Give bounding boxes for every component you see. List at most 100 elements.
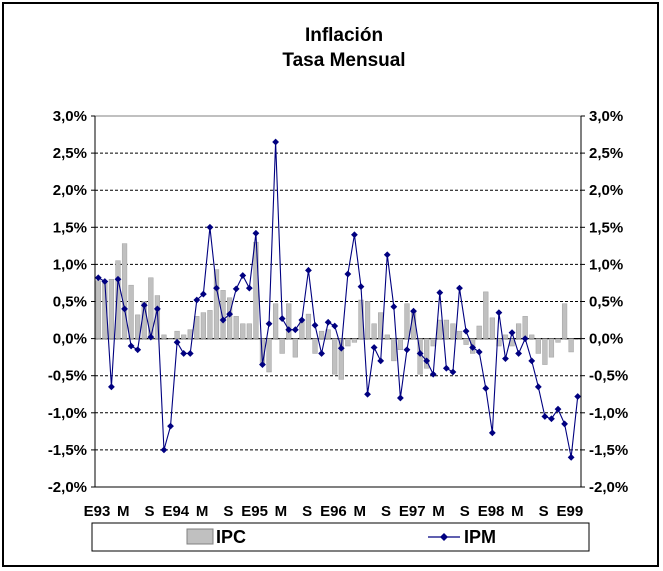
ipm-point (199, 290, 207, 298)
ipc-bar (496, 338, 502, 347)
ipc-bar (424, 338, 430, 369)
ipm-point (403, 346, 411, 354)
ipm-point (534, 383, 542, 391)
ipm-point (239, 272, 247, 279)
ipc-bar (286, 303, 292, 339)
chart-title: Inflación (305, 25, 383, 46)
y-tick-label-right: -1,0% (589, 405, 628, 422)
ipm-point (528, 357, 536, 365)
y-tick-label-left: 0,0% (53, 331, 87, 348)
y-tick-label-right: 0,0% (589, 331, 623, 348)
ipm-point (305, 266, 312, 274)
y-tick-label-left: -0,5% (48, 368, 87, 385)
ipc-bar (227, 297, 233, 339)
ipm-point (469, 344, 477, 351)
ipc-bar (397, 338, 404, 350)
ipm-point (383, 251, 391, 259)
ipm-point (311, 321, 319, 329)
ipm-point (364, 390, 371, 398)
ipm-point (416, 350, 424, 357)
ipc-bars (95, 241, 574, 380)
ipm-point (554, 405, 562, 413)
x-tick-label: E95 (241, 503, 268, 520)
gridlines (95, 152, 581, 451)
ipc-bar (535, 338, 541, 354)
ipc-bar (174, 330, 180, 339)
x-axis: E93 M S E94 M S E95 M S E96 M S E97 M S E98 M S E99 (84, 486, 583, 520)
chart-subtitle: Tasa Mensual (282, 50, 405, 71)
y-axis-right: -2,0% -1,5% -1,0% -0,5% 0,0% 0,5% 1,0% 1,5% 2,0%… (580, 108, 628, 496)
ipc-bar (292, 338, 298, 358)
ipm-point (502, 355, 509, 363)
ipm-point (193, 296, 201, 304)
ipm-point (475, 348, 483, 356)
ipm-point (134, 346, 142, 354)
y-tick-label-left: 2,5% (53, 145, 87, 162)
ipc-bar (463, 338, 469, 345)
y-tick-label-right: -2,0% (589, 479, 628, 496)
x-tick-label: M (196, 503, 209, 520)
ipc-bar (213, 269, 220, 339)
ipc-bar (220, 290, 226, 339)
x-tick-label: M (511, 503, 524, 520)
ipm-point (390, 303, 398, 311)
ipm-point (548, 415, 555, 423)
y-tick-label-right: 3,0% (589, 108, 623, 125)
ipm-point (515, 350, 523, 357)
x-tick-label: S (381, 503, 391, 520)
ipm-point (462, 327, 470, 335)
y-tick-label-right: 1,0% (589, 256, 623, 273)
ipm-point (114, 275, 122, 283)
ipm-point (423, 357, 431, 365)
ipc-bar (542, 338, 548, 365)
x-tick-label: E93 (84, 503, 111, 520)
x-tick-label: S (460, 503, 470, 520)
ipm-point (226, 310, 234, 318)
ipm-point (357, 283, 365, 291)
ipm-point (377, 357, 385, 365)
ipc-bar (561, 303, 568, 339)
ipc-bar (272, 303, 279, 339)
ipc-bar (502, 334, 509, 339)
x-tick-label: S (539, 503, 549, 520)
x-tick-label: S (302, 503, 312, 520)
ipc-bar (167, 338, 174, 340)
ipc-bar (364, 301, 371, 339)
y-tick-label-right: -1,5% (589, 442, 628, 459)
ipm-point (495, 309, 503, 317)
ipc-bar (515, 323, 522, 339)
ipm-point (160, 446, 168, 454)
ipc-bar (115, 260, 121, 339)
ipm-point (331, 322, 339, 330)
ipm-series-line (98, 141, 579, 458)
ipm-point (291, 326, 299, 334)
x-tick-label: E98 (478, 503, 505, 520)
legend: IPC IPM (91, 522, 590, 552)
ipm-point (324, 318, 332, 326)
ipc-bar (194, 316, 200, 339)
y-tick-label-right: -0,5% (589, 368, 628, 385)
y-tick-label-right: 0,5% (589, 294, 623, 311)
ipm-point (370, 344, 378, 351)
ipm-point (265, 320, 273, 328)
ipc-bar (207, 310, 213, 339)
ipc-bar (200, 312, 206, 339)
x-tick-label: M (275, 503, 288, 520)
ipc-bar (345, 338, 351, 347)
ipc-bar (391, 338, 397, 362)
ipm-point (108, 383, 115, 391)
ipc-bar (305, 313, 312, 339)
x-tick-label: M (432, 503, 445, 520)
ipc-bar (430, 338, 436, 347)
ipc-bar (279, 338, 285, 354)
ipc-bar (404, 303, 410, 339)
ipm-point (180, 350, 188, 357)
y-tick-label-right: 2,5% (589, 145, 623, 162)
ipm-point (488, 429, 496, 437)
ipm-point (318, 350, 325, 357)
ipc-bar (181, 334, 187, 339)
ipc-bar (95, 280, 101, 339)
ipc-bar (548, 338, 555, 358)
ipm-point (449, 368, 457, 376)
y-axis-left: -2,0% -1,5% -1,0% -0,5% 0,0% 0,5% 1,0% 1,5% 2,0%… (48, 108, 96, 496)
